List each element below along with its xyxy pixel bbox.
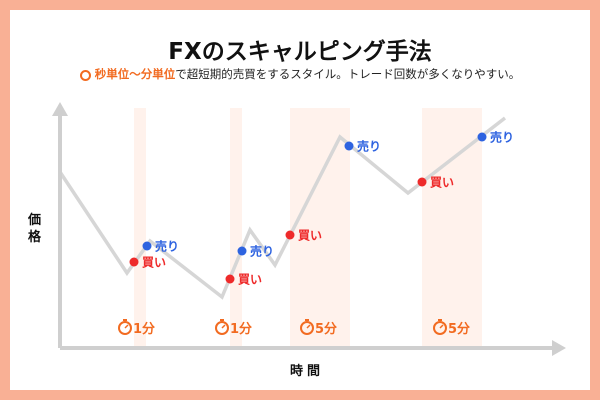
stopwatch-icon	[433, 321, 447, 335]
buy-label: 買い	[238, 273, 262, 287]
svg-text:1分: 1分	[230, 321, 252, 337]
subtitle-highlight: 秒単位〜分単位	[94, 67, 176, 81]
subtitle-text: で超短期的売買をするスタイル。トレード回数が多くなりやすい。	[175, 67, 521, 81]
duration-label: 5分	[433, 319, 470, 337]
stopwatch-icon	[215, 321, 229, 335]
svg-text:5分: 5分	[315, 321, 337, 337]
buy-point	[417, 177, 427, 187]
buy-label: 買い	[430, 176, 454, 190]
sell-point	[477, 132, 487, 142]
subtitle: 秒単位〜分単位で超短期的売買をするスタイル。トレード回数が多くなりやすい。	[0, 66, 600, 82]
time-band	[134, 108, 146, 346]
sell-label: 売り	[250, 244, 274, 259]
sell-label: 売り	[490, 130, 514, 145]
time-band	[230, 108, 242, 346]
x-axis-label: 時間	[290, 364, 325, 379]
y-axis-label: 価格	[28, 213, 42, 245]
sell-point	[237, 246, 247, 256]
sell-point	[344, 141, 354, 151]
sell-label: 売り	[155, 239, 179, 254]
duration-label: 1分	[118, 319, 155, 337]
buy-point	[129, 257, 139, 267]
sell-point	[142, 241, 152, 251]
y-axis-arrow	[52, 102, 68, 116]
buy-label: 買い	[142, 256, 166, 270]
buy-point	[285, 230, 295, 240]
sell-label: 売り	[357, 139, 381, 154]
page-title: FXのスキャルピング手法	[168, 39, 432, 65]
svg-text:5分: 5分	[448, 321, 470, 337]
duration-label: 5分	[300, 319, 337, 337]
stopwatch-icon	[79, 70, 91, 81]
svg-text:1分: 1分	[133, 321, 155, 337]
stopwatch-icon	[300, 321, 314, 335]
buy-label: 買い	[298, 229, 322, 243]
x-axis-arrow	[552, 340, 566, 356]
buy-point	[225, 274, 235, 284]
duration-label: 1分	[215, 319, 252, 337]
time-band	[422, 108, 482, 346]
time-band	[290, 108, 350, 346]
stopwatch-icon	[118, 321, 132, 335]
